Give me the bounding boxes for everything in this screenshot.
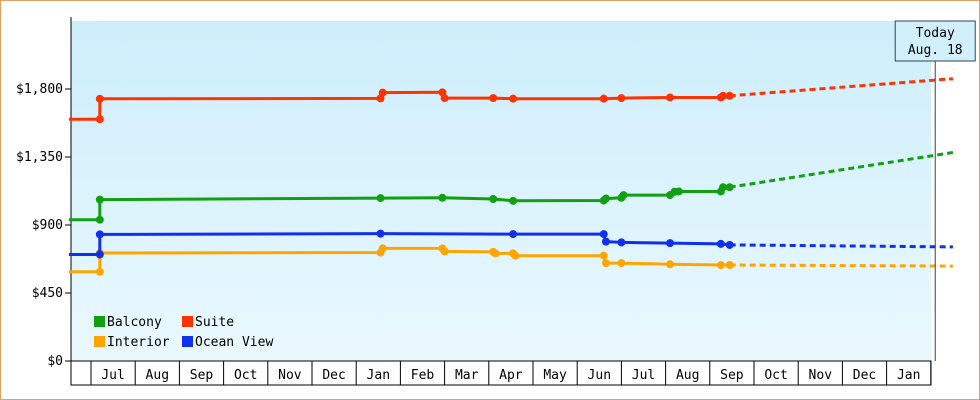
data-point-ocean-view (95, 230, 104, 239)
data-point-suite (666, 93, 675, 102)
data-point-interior (666, 260, 675, 269)
data-point-balcony (674, 187, 683, 196)
x-tick-label: Jan (897, 368, 920, 383)
data-point-suite (378, 88, 387, 97)
data-point-ocean-view (725, 240, 734, 249)
data-point-balcony (725, 183, 734, 192)
data-point-balcony (619, 191, 628, 200)
x-tick-label: Nov (278, 368, 302, 383)
legend-swatch-interior (94, 336, 105, 347)
data-point-ocean-view (376, 229, 385, 238)
x-tick-label: Dec (853, 368, 876, 383)
data-point-balcony (509, 196, 518, 205)
series-projection-balcony (729, 151, 954, 189)
data-point-ocean-view (716, 239, 725, 248)
data-point-balcony (719, 183, 728, 192)
x-tick-label: Aug (676, 368, 699, 383)
legend-label-balcony: Balcony (107, 315, 162, 330)
data-point-ocean-view (599, 230, 608, 239)
data-point-suite (509, 94, 518, 103)
data-point-ocean-view (95, 250, 104, 259)
x-tick-label: Mar (455, 368, 479, 383)
y-tick-label: $450 (32, 286, 63, 301)
x-tick-label: May (543, 368, 567, 383)
data-point-suite (599, 94, 608, 103)
x-tick-label: Oct (234, 368, 257, 383)
data-point-balcony (95, 215, 104, 224)
legend-swatch-suite (182, 316, 193, 327)
data-point-interior (716, 261, 725, 270)
data-point-interior (491, 249, 500, 258)
data-point-interior (601, 259, 610, 268)
data-point-interior (511, 251, 520, 260)
x-tick-label: Nov (809, 368, 833, 383)
x-tick-label: Sep (190, 368, 214, 383)
data-point-interior (725, 261, 734, 270)
legend-swatch-balcony (94, 316, 105, 327)
legend-label-ocean-view: Ocean View (195, 335, 273, 350)
x-tick-label: Dec (322, 368, 345, 383)
data-point-interior (599, 251, 608, 260)
legend-label-suite: Suite (195, 315, 234, 330)
series-projection-suite (729, 77, 954, 98)
data-point-balcony (95, 195, 104, 204)
today-date: Aug. 18 (908, 43, 963, 58)
x-tick-label: Feb (411, 368, 435, 383)
data-point-balcony (489, 195, 498, 204)
data-point-balcony (438, 193, 447, 202)
y-tick-label: $1,350 (16, 150, 63, 165)
data-point-ocean-view (509, 230, 518, 239)
x-tick-label: Jul (101, 368, 124, 383)
data-point-ocean-view (666, 239, 675, 248)
data-point-ocean-view (601, 237, 610, 246)
y-tick-label: $1,800 (16, 82, 63, 97)
data-point-suite (440, 94, 449, 103)
plot-background (71, 21, 931, 361)
x-axis-band (70, 360, 932, 386)
x-tick-label: Sep (720, 368, 744, 383)
today-label: Today (916, 26, 955, 41)
legend-label-interior: Interior (107, 335, 170, 350)
data-point-suite (95, 115, 104, 124)
y-tick-label: $900 (32, 218, 63, 233)
x-tick-label: Jun (588, 368, 611, 383)
legend-swatch-ocean-view (182, 336, 193, 347)
data-point-suite (489, 94, 498, 103)
x-tick-label: Oct (764, 368, 787, 383)
series-projection-interior (729, 263, 953, 268)
y-tick-label: $0 (47, 354, 63, 369)
data-point-interior (378, 244, 387, 253)
x-tick-label: Aug (146, 368, 169, 383)
data-point-interior (617, 259, 626, 268)
data-point-suite (95, 94, 104, 103)
data-point-suite (725, 91, 734, 100)
today-box (894, 20, 976, 62)
data-point-suite (719, 91, 728, 100)
series-projection-ocean-view (729, 243, 953, 249)
data-point-balcony (601, 194, 610, 203)
x-tick-label: Apr (499, 368, 523, 383)
data-point-interior (440, 247, 449, 256)
x-tick-label: Jul (632, 368, 655, 383)
data-point-balcony (376, 194, 385, 203)
data-point-interior (95, 267, 104, 276)
data-point-suite (617, 94, 626, 103)
data-point-ocean-view (617, 238, 626, 247)
x-tick-label: Jan (367, 368, 390, 383)
